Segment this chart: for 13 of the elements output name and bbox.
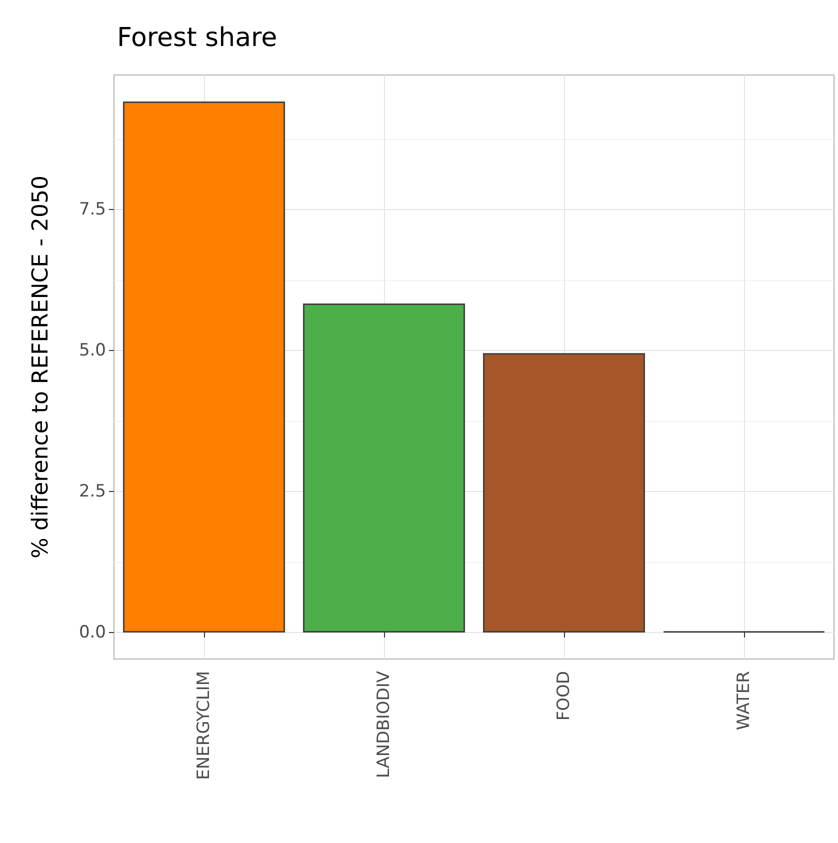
y-tick-label: 0.0 [78, 622, 106, 642]
x-tick-label: FOOD [554, 671, 574, 721]
bar [483, 353, 645, 632]
bar [123, 102, 285, 632]
x-tick-label: WATER [734, 670, 754, 730]
y-tick-label: 5.0 [78, 340, 106, 360]
bar [303, 304, 465, 632]
chart-title: Forest share [117, 23, 278, 53]
y-tick-label: 7.5 [78, 199, 106, 220]
y-tick-label: 2.5 [78, 481, 106, 502]
y-axis-title: % difference to REFERENCE - 2050 [28, 176, 54, 558]
x-tick-label: ENERGYCLIM [194, 671, 214, 780]
x-tick-label: LANDBIODIV [374, 670, 394, 778]
